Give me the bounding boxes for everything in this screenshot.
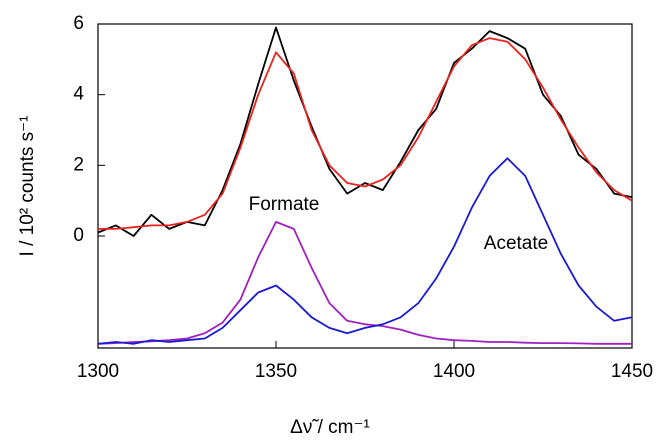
series-line [97,157,633,345]
plot-frame [97,23,633,349]
y-tick-label: 2 [73,154,84,175]
series-line [98,37,633,230]
y-tick-label: 4 [73,84,84,105]
annotation: Formate [249,194,320,215]
x-tick-label: 1400 [433,361,475,382]
x-tick-label: 1300 [77,361,119,382]
x-tick-label: 1450 [611,361,653,382]
y-tick-label: 0 [73,225,84,246]
annotation: Acetate [484,233,548,254]
x-tick-label: 1350 [255,361,297,382]
series-line [97,221,632,345]
series-line [97,26,633,237]
y-tick-label: 6 [73,13,84,34]
y-axis-label: I / 10² counts s⁻¹ [17,116,38,257]
x-axis-label: Δν̃ / cm⁻¹ [290,417,370,438]
